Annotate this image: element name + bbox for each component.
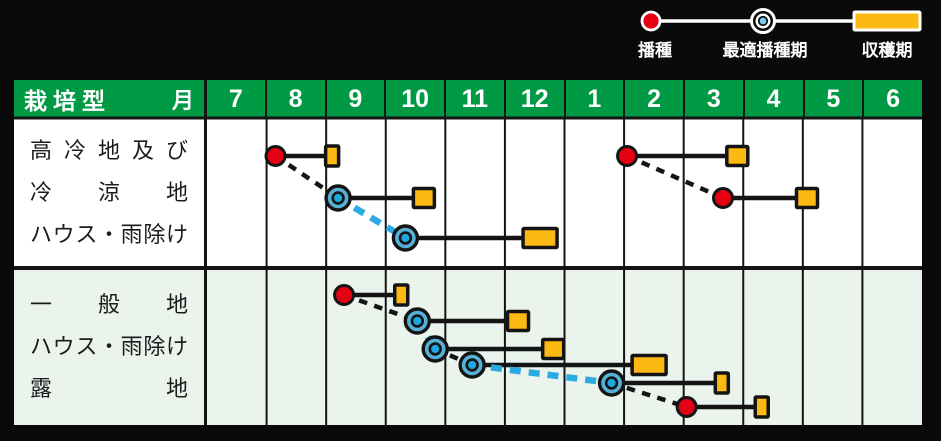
legend-label-sow: 播種 [638,41,672,60]
row-general-area: 一般地ハウス・雨除け 露地 [14,268,922,425]
row-label-line: 冷涼地 [30,180,188,205]
month-header-4: 4 [744,80,805,118]
month-header-3: 3 [685,80,745,118]
harvest-legend-icon [852,10,922,32]
sow-legend-icon [640,10,662,32]
row-label-line: 一般地 [30,291,188,317]
row-label-line: 高冷地及び [30,138,188,163]
legend-label-harvest: 収穫期 [861,41,913,60]
row-label-line: ハウス・雨除け [30,333,188,359]
legend-symbols [640,8,922,34]
month-header-1: 1 [565,80,626,118]
cultivation-type-heading: 栽培型 [24,88,111,114]
chart-area-row1 [207,118,922,268]
month-header-5: 5 [804,80,865,118]
row-cold-highland: 高冷地及び冷涼地ハウス・雨除け [14,118,922,268]
month-header-row: 栽培型 月 7 8 9 10 11 12 1 2 3 4 5 6 [14,80,922,118]
legend-label-optimal: 最適播種期 [722,41,808,60]
month-heading: 月 [171,88,194,113]
header-corner-cell: 栽培型 月 [14,80,207,118]
optimal-sow-legend-icon-ring [755,13,771,29]
chart-area-row2 [207,268,922,425]
month-header-12: 12 [505,80,566,118]
row-label-line: 露地 [30,375,188,401]
optimal-sow-legend-icon-core [759,17,767,25]
month-header-11: 11 [446,80,506,118]
row-label-cold-highland: 高冷地及び冷涼地ハウス・雨除け [14,118,207,268]
month-header-8: 8 [266,80,327,118]
month-header-7: 7 [207,80,267,118]
month-header-9: 9 [326,80,387,118]
row-label-line: ハウス・雨除け [30,222,188,247]
row-label-general-area: 一般地ハウス・雨除け 露地 [14,268,207,425]
month-header-6: 6 [864,80,922,118]
month-header-10: 10 [386,80,446,118]
month-header-2: 2 [625,80,685,118]
